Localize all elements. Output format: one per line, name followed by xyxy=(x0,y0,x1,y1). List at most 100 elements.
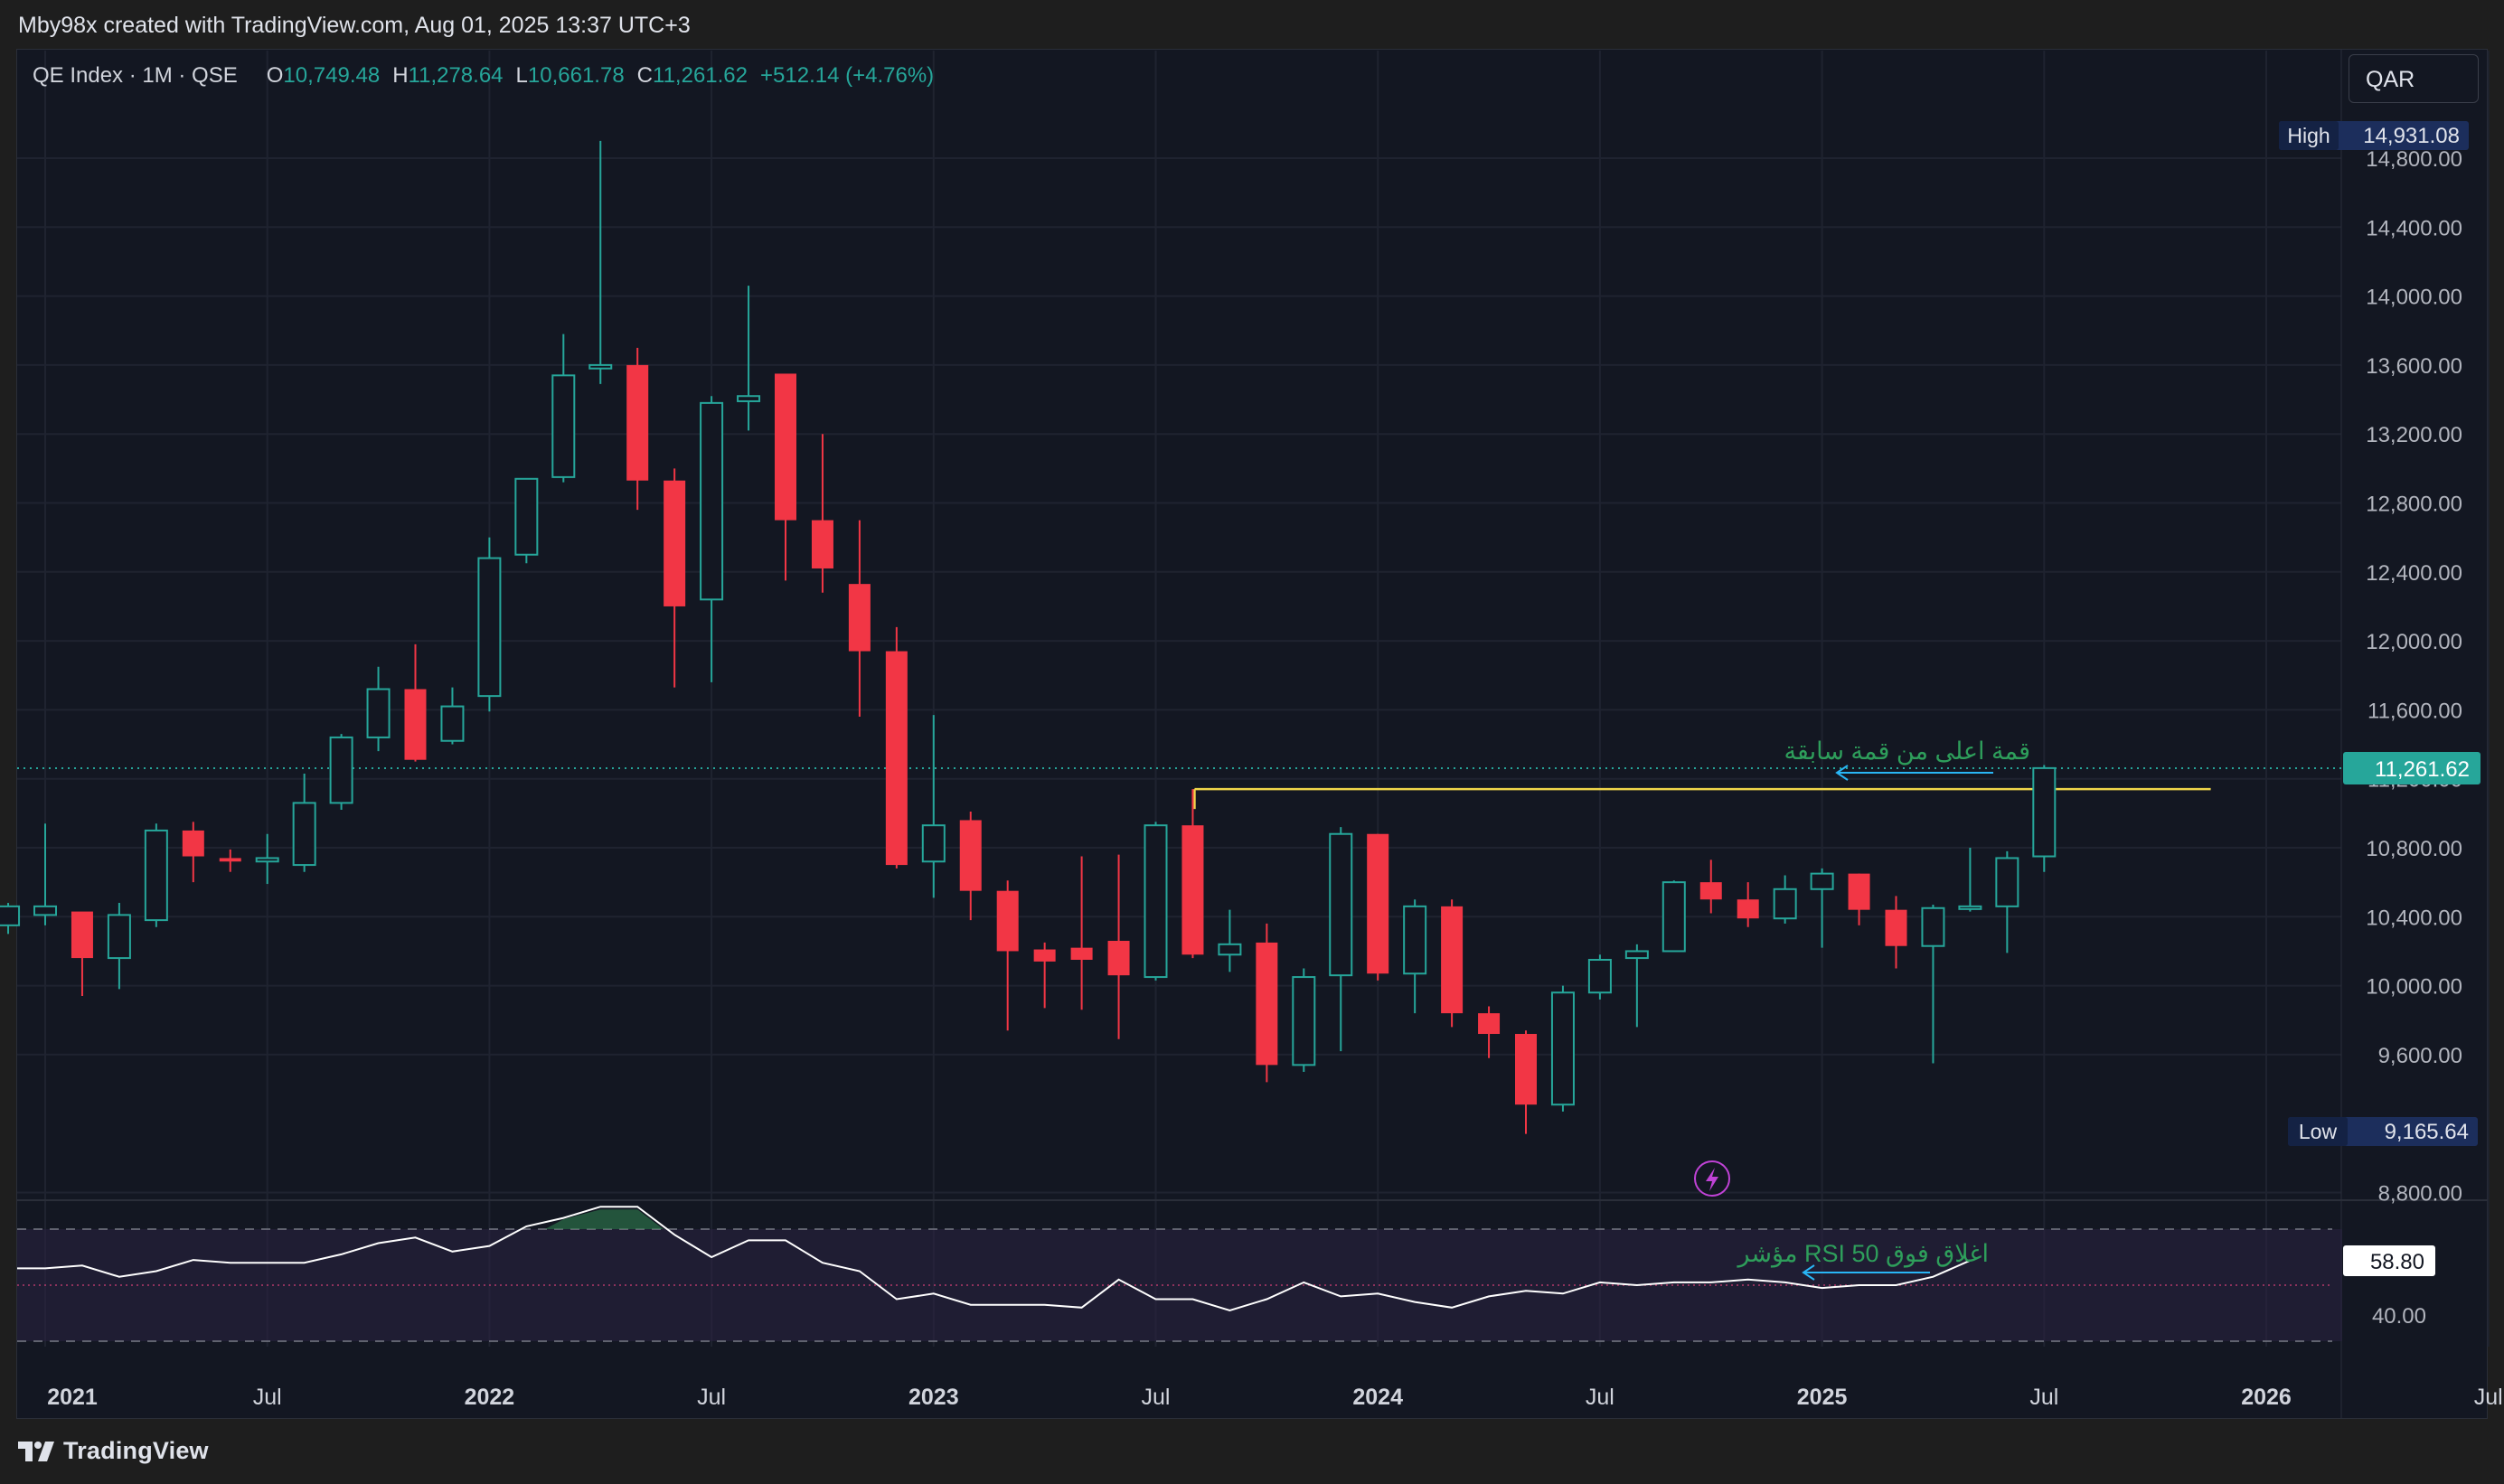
candle-body xyxy=(1256,942,1278,1066)
candle-body xyxy=(551,374,576,478)
candle-body xyxy=(1737,899,1759,919)
candle-body xyxy=(775,373,796,521)
candle xyxy=(1550,985,1575,1112)
candle xyxy=(626,347,649,511)
candle xyxy=(996,880,1019,1031)
candle xyxy=(1773,875,1797,924)
last-price-badge: 11,261.62 xyxy=(2343,751,2480,784)
candle-body xyxy=(737,395,761,402)
candle-body xyxy=(1292,976,1316,1066)
candle xyxy=(107,903,131,990)
y-tick-label: 10,800.00 xyxy=(2366,837,2462,861)
change-value: +512.14 (+4.76%) xyxy=(760,63,935,88)
candle xyxy=(1587,954,1612,1000)
x-tick-label: 2022 xyxy=(465,1385,515,1410)
candle-body xyxy=(1441,906,1464,1014)
candle-body xyxy=(1995,857,2019,907)
candle xyxy=(292,773,316,872)
candle-body xyxy=(700,401,724,601)
y-tick-label: 12,800.00 xyxy=(2366,493,2462,517)
candle-body xyxy=(1773,888,1797,920)
candle xyxy=(1515,1030,1537,1134)
low-marker-label: Low xyxy=(2299,1120,2338,1143)
x-tick-label: 2024 xyxy=(1352,1385,1403,1410)
y-tick-label: 14,000.00 xyxy=(2366,286,2462,310)
candle xyxy=(959,811,982,921)
y-tick-label: 13,200.00 xyxy=(2366,423,2462,447)
y-tick-label: 8,800.00 xyxy=(2378,1182,2462,1207)
candle-body xyxy=(1181,825,1204,955)
y-tick-label: 11,600.00 xyxy=(2368,699,2462,723)
candle-body xyxy=(440,705,465,742)
candle-body xyxy=(1107,941,1130,976)
tradingview-logo[interactable]: TradingView xyxy=(18,1437,209,1465)
candle-body xyxy=(1478,1013,1501,1035)
candle xyxy=(1329,827,1353,1052)
candle-body xyxy=(292,802,316,867)
low-marker-value: 9,165.64 xyxy=(2385,1120,2469,1144)
x-tick-label: Jul xyxy=(2029,1385,2058,1410)
last-price-label: 11,261.62 xyxy=(2375,757,2470,782)
candle xyxy=(2032,765,2057,872)
candle xyxy=(1699,859,1722,914)
candle xyxy=(1885,896,1907,969)
candle xyxy=(1070,856,1093,1010)
candle xyxy=(1144,822,1168,981)
candle xyxy=(1995,850,2019,953)
close-label: C xyxy=(636,63,654,88)
candle-body xyxy=(1885,909,1907,946)
candle xyxy=(1033,942,1056,1009)
candle-body xyxy=(1661,881,1686,953)
candle-body xyxy=(514,477,539,556)
candle xyxy=(440,687,465,745)
x-tick-label: Jul xyxy=(2474,1385,2503,1410)
x-tick-label: Jul xyxy=(253,1385,282,1410)
candle-body xyxy=(959,820,982,891)
candle xyxy=(775,373,796,581)
candle xyxy=(1292,968,1316,1072)
candles xyxy=(0,140,2057,1134)
y-tick-label: 14,400.00 xyxy=(2366,216,2462,240)
candle-body xyxy=(1699,882,1722,900)
annotation-arrow-head xyxy=(1835,765,1849,781)
low-marker: Low 9,165.64 xyxy=(2288,1117,2478,1146)
high-value: 11,278.64 xyxy=(408,63,504,88)
x-tick-label: 2025 xyxy=(1797,1385,1848,1410)
candle-body xyxy=(1848,873,1870,910)
symbol-name[interactable]: QE Index · 1M · QSE xyxy=(33,63,238,88)
candle-body xyxy=(588,363,613,370)
low-label: L xyxy=(515,63,528,88)
candle-body xyxy=(1958,905,1982,910)
candle xyxy=(255,833,279,885)
candle-body xyxy=(811,520,833,568)
candle xyxy=(848,520,871,718)
close-value: 11,261.62 xyxy=(653,63,748,88)
candle xyxy=(1107,854,1130,1039)
candle-body xyxy=(1070,947,1093,960)
rsi-line xyxy=(17,1206,1971,1311)
open-label: O xyxy=(266,63,284,88)
candle xyxy=(885,626,908,869)
candle-body xyxy=(885,651,908,866)
candle xyxy=(71,911,93,997)
candle xyxy=(404,643,427,762)
currency-button[interactable]: QAR xyxy=(2349,54,2479,103)
candle xyxy=(664,468,686,688)
tradingview-logo-icon xyxy=(18,1441,54,1461)
candle xyxy=(921,715,946,898)
rsi-tick-label: 40.00 xyxy=(2372,1304,2426,1329)
grid-lines xyxy=(17,51,2490,1347)
candle-body xyxy=(1810,872,1834,890)
candle-body xyxy=(219,858,241,862)
candle xyxy=(182,822,204,883)
candle xyxy=(1848,873,1870,925)
chart-frame[interactable] xyxy=(16,49,2488,1419)
candle xyxy=(144,823,168,927)
candle-body xyxy=(1624,950,1649,960)
candle-body xyxy=(107,914,131,960)
high-marker-value: 14,931.08 xyxy=(2363,124,2460,148)
candle-body xyxy=(848,584,871,652)
candle xyxy=(1218,909,1242,972)
high-marker-label-bg xyxy=(2279,121,2339,150)
